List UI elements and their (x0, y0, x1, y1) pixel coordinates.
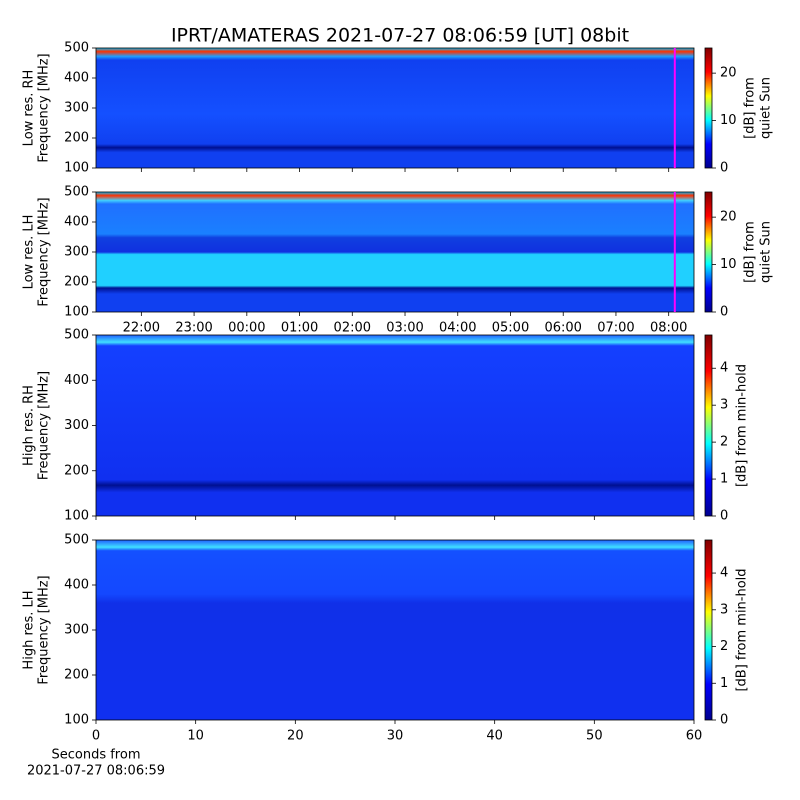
y-tick-label: 200 (64, 275, 89, 290)
x-tick-label: 04:00 (439, 321, 476, 336)
y-tick-label: 400 (64, 215, 89, 230)
colorbar-tick-label: 4 (720, 566, 728, 581)
colorbar-label: [dB] from (743, 221, 758, 283)
spectrogram (96, 48, 694, 168)
y-tick-label: 300 (64, 623, 89, 638)
chart-title: IPRT/AMATERAS 2021-07-27 08:06:59 [UT] 0… (171, 25, 629, 47)
y-axis-label: Frequency [MHz] (37, 53, 52, 162)
colorbar-tick-label: 1 (720, 472, 728, 487)
colorbar-tick-label: 20 (720, 66, 737, 81)
spectrogram (96, 335, 694, 516)
y-axis-label: Low res. LH (22, 215, 37, 290)
y-tick-label: 500 (64, 533, 89, 548)
x-tick-label: 01:00 (281, 321, 318, 336)
y-tick-label: 300 (64, 245, 89, 260)
colorbar-tick-label: 0 (720, 509, 728, 524)
colorbar (704, 539, 713, 721)
colorbar-tick-label: 2 (720, 435, 728, 450)
y-tick-label: 400 (64, 373, 89, 388)
colorbar-label: quiet Sun (759, 221, 774, 283)
colorbar-label: [dB] from min-hold (735, 364, 750, 487)
x-tick-label: 60 (686, 729, 703, 744)
y-tick-label: 500 (64, 41, 89, 56)
spectrogram (96, 540, 694, 720)
x-axis-label: 2021-07-27 08:06:59 (27, 764, 165, 779)
colorbar-label: quiet Sun (759, 77, 774, 139)
y-tick-label: 500 (64, 328, 89, 343)
colorbar-tick-label: 3 (720, 602, 728, 617)
colorbar-label: [dB] from (743, 77, 758, 139)
colorbar-tick-label: 2 (720, 639, 728, 654)
x-tick-label: 0 (92, 729, 100, 744)
y-tick-label: 100 (64, 305, 89, 320)
colorbar (704, 47, 713, 169)
y-tick-label: 200 (64, 463, 89, 478)
colorbar-tick-label: 4 (720, 361, 728, 376)
x-tick-label: 10 (187, 729, 204, 744)
x-tick-label: 23:00 (175, 321, 212, 336)
y-axis-label: Frequency [MHz] (37, 371, 52, 480)
x-axis-label: Seconds from (51, 748, 140, 763)
spectrogram (96, 192, 694, 312)
colorbar-tick-label: 20 (720, 210, 737, 225)
y-axis-label: Frequency [MHz] (37, 575, 52, 684)
y-tick-label: 400 (64, 71, 89, 86)
y-tick-label: 300 (64, 418, 89, 433)
colorbar-tick-label: 3 (720, 398, 728, 413)
y-axis-label: High res. RH (22, 385, 37, 466)
x-tick-label: 05:00 (492, 321, 529, 336)
y-tick-label: 100 (64, 509, 89, 524)
x-tick-label: 07:00 (597, 321, 634, 336)
y-tick-label: 100 (64, 713, 89, 728)
colorbar-tick-label: 0 (720, 713, 728, 728)
colorbar-tick-label: 10 (720, 257, 737, 272)
x-tick-label: 02:00 (334, 321, 371, 336)
y-axis-label: High res. LH (22, 590, 37, 669)
colorbar-tick-label: 0 (720, 161, 728, 176)
x-tick-label: 30 (387, 729, 404, 744)
x-tick-label: 00:00 (228, 321, 265, 336)
y-tick-label: 100 (64, 161, 89, 176)
x-tick-label: 40 (486, 729, 503, 744)
x-tick-label: 03:00 (386, 321, 423, 336)
y-tick-label: 200 (64, 131, 89, 146)
y-tick-label: 200 (64, 668, 89, 683)
x-tick-label: 20 (287, 729, 304, 744)
y-axis-label: Low res. RH (22, 70, 37, 147)
x-tick-label: 06:00 (544, 321, 581, 336)
colorbar-label: [dB] from min-hold (735, 568, 750, 691)
colorbar (704, 191, 713, 313)
colorbar-tick-label: 1 (720, 676, 728, 691)
colorbar-tick-label: 10 (720, 113, 737, 128)
colorbar (704, 334, 713, 517)
colorbar-tick-label: 0 (720, 305, 728, 320)
x-tick-label: 08:00 (650, 321, 687, 336)
x-tick-label: 22:00 (123, 321, 160, 336)
x-tick-label: 50 (586, 729, 603, 744)
y-tick-label: 300 (64, 101, 89, 116)
y-tick-label: 500 (64, 185, 89, 200)
y-tick-label: 400 (64, 578, 89, 593)
y-axis-label: Frequency [MHz] (37, 197, 52, 306)
